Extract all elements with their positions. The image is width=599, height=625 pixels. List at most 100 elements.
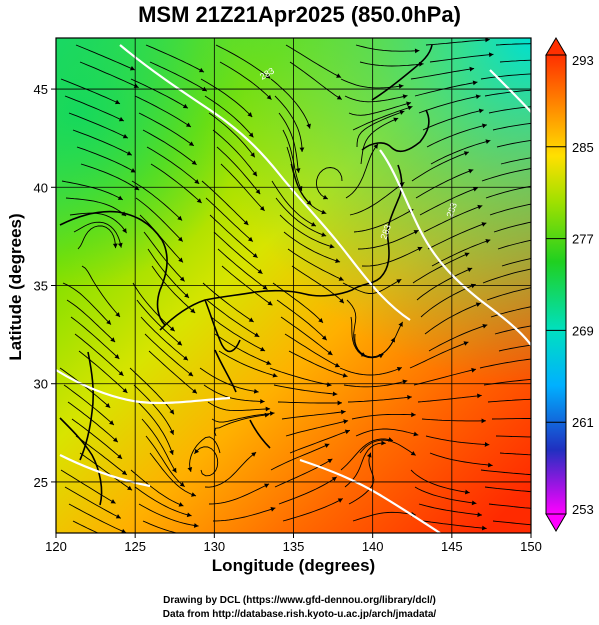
streamline-arrow (463, 151, 469, 156)
streamline (147, 248, 190, 299)
streamline (500, 157, 531, 165)
streamline-arrow (106, 319, 111, 325)
streamline (61, 180, 124, 201)
streamline-arrow (321, 232, 327, 237)
credit-data-source: Data from http://database.rish.kyoto-u.a… (162, 609, 437, 620)
streamline-arrow (269, 411, 275, 416)
streamline (208, 112, 256, 158)
streamline-arrow (190, 308, 196, 313)
streamline (430, 140, 491, 165)
streamline (414, 81, 478, 97)
x-tick-label: 125 (124, 539, 146, 554)
streamline-arrow (259, 205, 265, 211)
streamline (81, 265, 121, 318)
streamline (60, 469, 116, 504)
streamline-arrow (469, 66, 475, 72)
streamline (69, 212, 127, 234)
streamline-arrow (272, 372, 278, 378)
streamline-arrow (112, 437, 118, 443)
x-tick-label: 140 (362, 539, 384, 554)
streamline-arrow (414, 48, 420, 54)
streamline (357, 229, 419, 250)
streamline-arrow (118, 116, 124, 122)
streamline (414, 486, 477, 504)
streamline (350, 316, 384, 359)
streamline (489, 203, 531, 216)
streamline-arrow (247, 112, 253, 117)
streamline-arrow (410, 450, 416, 456)
streamline (204, 451, 257, 488)
streamline (274, 458, 333, 488)
y-tick-label: 30 (34, 377, 48, 392)
streamline-arrow (470, 283, 476, 289)
streamline (484, 486, 531, 493)
streamline-arrow (477, 393, 482, 399)
streamline (138, 503, 199, 527)
streamline-arrow (390, 337, 395, 343)
streamline (410, 68, 475, 80)
streamline (137, 401, 174, 456)
streamline (79, 61, 139, 89)
streamline (315, 167, 343, 200)
streamline-arrow (407, 395, 412, 400)
streamline (151, 265, 196, 314)
streamline-arrow (398, 83, 404, 89)
streamline (418, 503, 483, 516)
x-tick-label: 135 (283, 539, 305, 554)
streamline-arrow (257, 269, 263, 274)
streamline-arrow (264, 412, 270, 418)
streamline (60, 78, 121, 105)
streamline (413, 368, 477, 386)
streamline (423, 205, 483, 233)
streamline (214, 414, 270, 437)
streamline-arrow (266, 360, 272, 365)
streamline (496, 140, 531, 148)
streamline (355, 44, 420, 52)
streamline (291, 265, 345, 304)
streamline-arrow (381, 440, 386, 446)
streamline (285, 420, 349, 437)
streamline (356, 110, 405, 148)
streamline-arrow (540, 473, 545, 478)
streamline-arrow (402, 94, 408, 99)
streamline-arrow (192, 388, 197, 394)
streamline-arrow (183, 355, 189, 361)
streamline (491, 418, 531, 420)
streamlines (59, 38, 545, 533)
streamline-arrow (487, 462, 493, 468)
streamline (340, 78, 404, 89)
streamline-arrow (539, 356, 544, 361)
streamline (144, 333, 194, 377)
streamline (66, 299, 116, 343)
streamline (269, 367, 332, 386)
streamline (431, 239, 491, 267)
streamline (340, 438, 394, 471)
streamline-arrow (254, 332, 260, 337)
streamline (208, 483, 270, 505)
streamline (68, 503, 127, 533)
streamline-arrow (343, 419, 349, 424)
streamline-arrow (270, 507, 276, 512)
streamline (278, 476, 337, 505)
streamline (65, 197, 127, 217)
streamline (283, 231, 341, 263)
streamline-arrow (194, 179, 200, 184)
streamline (68, 112, 129, 139)
streamline (194, 446, 219, 477)
streamline (76, 146, 136, 173)
streamline-arrow (191, 492, 196, 497)
streamline-arrow (322, 194, 328, 200)
streamline (284, 333, 340, 368)
streamline (79, 452, 133, 491)
streamline-arrow (326, 382, 332, 387)
streamline (75, 435, 128, 476)
streamline (221, 265, 273, 306)
streamline-arrow (413, 431, 419, 437)
streamline (146, 146, 200, 185)
streamline (488, 503, 531, 509)
streamline-arrow (324, 443, 330, 448)
streamline-arrow (169, 429, 174, 435)
streamline (286, 146, 312, 206)
streamline (148, 350, 198, 394)
streamline-arrow (342, 372, 348, 378)
